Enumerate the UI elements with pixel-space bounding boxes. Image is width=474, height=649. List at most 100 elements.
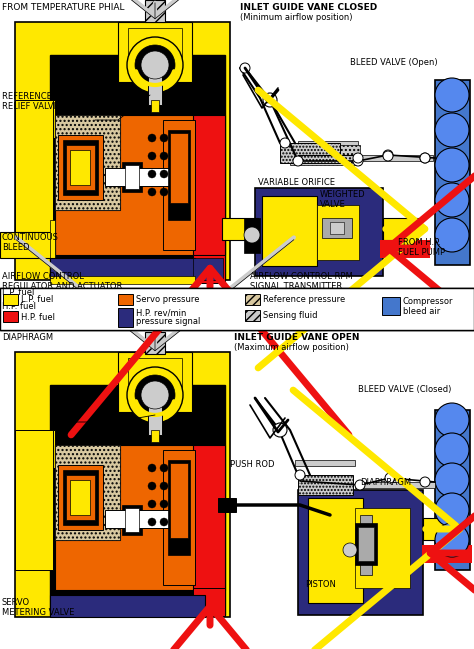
Circle shape — [148, 188, 156, 196]
Bar — [145, 332, 165, 354]
Circle shape — [172, 464, 180, 472]
Circle shape — [420, 153, 430, 163]
Circle shape — [420, 153, 430, 163]
Bar — [435, 80, 470, 265]
Circle shape — [172, 134, 180, 142]
Bar — [118, 22, 192, 82]
Circle shape — [435, 403, 469, 437]
Circle shape — [435, 523, 469, 557]
Bar — [360, 515, 372, 575]
Circle shape — [160, 500, 168, 508]
Circle shape — [148, 500, 156, 508]
Text: L.P. fuel: L.P. fuel — [22, 295, 51, 304]
Text: Compressor: Compressor — [403, 297, 454, 306]
Bar — [118, 308, 133, 327]
Circle shape — [280, 138, 290, 148]
Bar — [170, 463, 188, 538]
Bar — [50, 55, 225, 280]
Circle shape — [435, 433, 469, 467]
Bar — [290, 145, 360, 165]
Bar — [55, 115, 195, 255]
Bar — [355, 482, 435, 488]
Bar — [55, 445, 120, 540]
Bar — [368, 297, 382, 308]
Bar — [5, 294, 19, 305]
Bar — [163, 450, 195, 585]
Bar — [322, 218, 352, 238]
Circle shape — [160, 518, 168, 526]
Bar — [55, 445, 195, 590]
Bar — [50, 220, 55, 275]
Circle shape — [135, 45, 175, 85]
Bar — [423, 518, 453, 540]
Bar — [355, 523, 377, 565]
Text: Servo pressure: Servo pressure — [136, 295, 200, 304]
Bar — [317, 205, 359, 260]
Bar — [308, 498, 363, 603]
Bar — [383, 218, 418, 240]
Text: pressure signal: pressure signal — [135, 315, 193, 323]
Text: INLET GUIDE VANE OPEN: INLET GUIDE VANE OPEN — [234, 333, 359, 342]
Text: (Minimum airflow position): (Minimum airflow position) — [240, 13, 353, 22]
Circle shape — [172, 170, 180, 178]
Text: AIRFLOW CONTROL
REGULATOR AND ACTUATOR: AIRFLOW CONTROL REGULATOR AND ACTUATOR — [2, 272, 122, 291]
Bar — [15, 430, 53, 570]
Bar — [5, 310, 19, 321]
Bar — [358, 527, 374, 561]
Bar — [298, 155, 433, 161]
Circle shape — [353, 156, 363, 166]
Text: BLEED VALVE (Closed): BLEED VALVE (Closed) — [358, 385, 451, 394]
Text: SERVO
METERING VALVE: SERVO METERING VALVE — [2, 598, 74, 617]
Circle shape — [343, 543, 357, 557]
Text: H.P. rev/min: H.P. rev/min — [136, 308, 186, 317]
Circle shape — [160, 134, 168, 142]
Text: Servo pressure: Servo pressure — [135, 295, 192, 304]
Circle shape — [353, 153, 363, 163]
Text: PUSH ROD: PUSH ROD — [230, 460, 274, 469]
Text: PISTON: PISTON — [305, 580, 336, 589]
Bar — [238, 310, 252, 321]
Circle shape — [160, 152, 168, 160]
Circle shape — [172, 152, 180, 160]
Circle shape — [435, 78, 469, 112]
Text: (Maximum airflow position): (Maximum airflow position) — [234, 343, 349, 352]
Bar — [58, 465, 103, 530]
Bar — [380, 240, 430, 258]
Bar — [50, 258, 195, 280]
Bar — [63, 140, 98, 195]
Bar — [105, 510, 170, 528]
Bar — [193, 445, 225, 590]
Text: DIAPHRAGM: DIAPHRAGM — [360, 478, 411, 487]
Bar — [193, 258, 223, 280]
Bar — [245, 310, 260, 321]
Text: pressure signal: pressure signal — [136, 317, 201, 326]
Text: WEIGHTED
VALVE: WEIGHTED VALVE — [320, 190, 365, 210]
Circle shape — [172, 500, 180, 508]
Circle shape — [273, 423, 287, 437]
Circle shape — [355, 480, 365, 490]
Circle shape — [383, 151, 393, 161]
Text: Sensing fluid: Sensing fluid — [255, 312, 305, 321]
Bar — [15, 22, 230, 280]
Circle shape — [293, 156, 303, 166]
Text: AIRFLOW CONTROL RPM
SIGNAL TRANSMITTER: AIRFLOW CONTROL RPM SIGNAL TRANSMITTER — [250, 272, 353, 291]
Bar — [238, 294, 252, 305]
Bar — [70, 480, 90, 515]
Bar — [422, 545, 472, 563]
Bar — [298, 490, 423, 615]
Circle shape — [141, 51, 169, 79]
Bar — [298, 475, 353, 495]
Text: Compressor: Compressor — [385, 299, 431, 308]
Text: VARIABLE ORIFICE: VARIABLE ORIFICE — [258, 178, 335, 187]
Bar — [0, 288, 474, 330]
Circle shape — [135, 375, 175, 415]
Bar — [118, 352, 192, 412]
Bar — [148, 405, 162, 435]
Bar — [58, 135, 103, 200]
Text: BLEED VALVE (Open): BLEED VALVE (Open) — [350, 58, 438, 67]
Circle shape — [141, 381, 169, 409]
Bar — [382, 297, 400, 315]
Bar — [148, 75, 162, 105]
Bar — [128, 358, 182, 400]
Bar — [3, 311, 18, 322]
